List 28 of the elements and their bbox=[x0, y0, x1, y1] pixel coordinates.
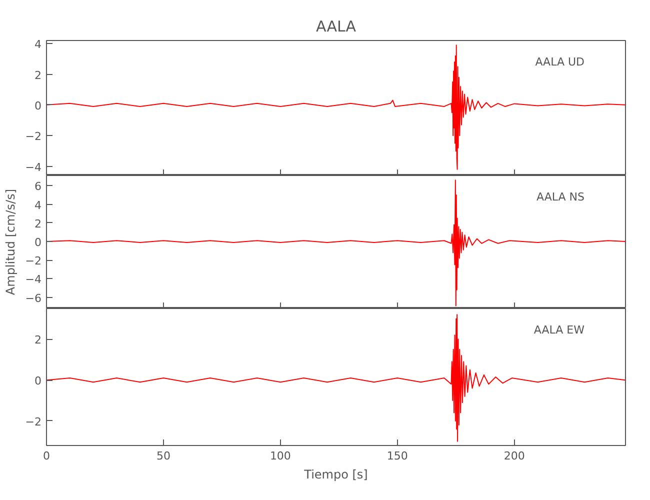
y-tick-label: −2 bbox=[25, 415, 42, 428]
y-tick-label: 0 bbox=[34, 374, 42, 388]
y-tick-label: −6 bbox=[25, 292, 42, 305]
x-tick-label: 100 bbox=[270, 450, 291, 462]
y-tick-label: −4 bbox=[25, 160, 42, 174]
y-tick-label: 4 bbox=[34, 198, 42, 212]
annotation: AALA NS bbox=[536, 190, 585, 204]
y-tick-label: 2 bbox=[34, 217, 42, 230]
x-tick-label: 0 bbox=[43, 450, 50, 462]
x-tick-label: 50 bbox=[156, 450, 170, 462]
annotation: AALA UD bbox=[535, 56, 585, 68]
annotation: AALA EW bbox=[534, 324, 585, 336]
chart-title: AALA bbox=[316, 18, 357, 36]
y-tick-label: 2 bbox=[34, 334, 42, 347]
x-axis-title: Tiempo [s] bbox=[303, 468, 368, 482]
y-tick-label: 0 bbox=[34, 236, 42, 250]
line-series bbox=[46, 44, 626, 170]
y-tick-label: 0 bbox=[34, 99, 42, 112]
y-tick-label: 6 bbox=[34, 180, 42, 194]
y-tick-label: −2 bbox=[25, 130, 42, 144]
y-tick-label: −4 bbox=[25, 273, 42, 286]
y-tick-label: 2 bbox=[34, 68, 42, 82]
y-axis-title: Amplitud [cm/s/s] bbox=[3, 188, 18, 296]
line-series bbox=[46, 314, 626, 442]
y-tick-label: 4 bbox=[34, 38, 42, 52]
y-tick-label: −2 bbox=[25, 254, 42, 268]
x-tick-label: 150 bbox=[386, 450, 408, 462]
x-tick-label: 200 bbox=[504, 450, 525, 462]
